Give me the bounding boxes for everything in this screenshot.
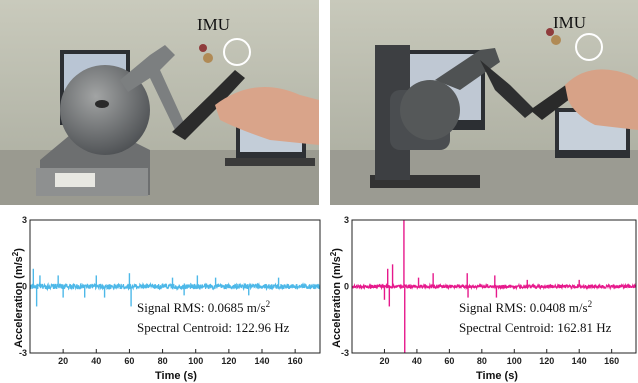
plot-frame-right [351,219,637,354]
y-tick-label-left: 0 [22,282,27,292]
imu-highlight-circle-left [223,38,251,66]
x-tick-label-right: 20 [379,356,389,366]
x-tick-label-left: 140 [254,356,269,366]
x-tick-label-left: 20 [58,356,68,366]
x-tick-label-left: 80 [158,356,168,366]
imu-label-right: IMU [553,13,586,32]
imu-label-left: IMU [197,15,230,34]
x-tick-label-left: 160 [288,356,303,366]
photo-left-haptic-device: IMU [0,0,319,205]
x-ticks-left: 20 40 60 80 100 120 140 160 [58,349,303,366]
x-tick-label-left: 120 [221,356,236,366]
y-tick-label-right: -3 [341,348,349,358]
x-tick-label-right: 100 [507,356,522,366]
signal-rms-left: Signal RMS: 0.0685 m/s2 [137,299,270,315]
x-axis-label-left: Time (s) [155,370,197,382]
y-axis-label-left: Acceleration (m/s2) [11,248,25,348]
x-tick-label-right: 80 [477,356,487,366]
spectral-centroid-left: Spectral Centroid: 122.96 Hz [137,320,290,335]
x-ticks-right: 20 40 60 80 100 120 140 160 [379,349,619,366]
series-line-right [351,282,637,291]
series-line-left [29,281,321,292]
x-tick-label-left: 100 [188,356,203,366]
imu-highlight-circle-right [575,33,603,61]
x-tick-label-left: 60 [124,356,134,366]
acceleration-plots: Acceleration (m/s2) -3 0 3 20 40 60 80 100 120 1… [11,215,637,382]
x-tick-label-right: 60 [444,356,454,366]
y-tick-label-right: 0 [344,282,349,292]
y-tick-label-left: 3 [22,215,27,225]
plot-frame-left [29,219,321,354]
photo-left-illustration: IMU [0,0,319,205]
spectral-centroid-right: Spectral Centroid: 162.81 Hz [459,320,612,335]
x-tick-label-right: 140 [572,356,587,366]
acceleration-chart-left: Acceleration (m/s2) -3 0 3 20 40 60 80 100 120 1… [11,215,321,382]
y-tick-label-left: -3 [19,348,27,358]
signal-rms-right: Signal RMS: 0.0408 m/s2 [459,299,592,315]
photo-right-illustration: IMU [330,0,638,205]
series-left [29,268,321,307]
x-axis-label-right: Time (s) [476,370,518,382]
y-tick-label-right: 3 [344,215,349,225]
x-tick-label-left: 40 [91,356,101,366]
x-tick-label-right: 120 [539,356,554,366]
y-axis-label-right: Acceleration (m/s2) [329,248,343,348]
acceleration-chart-right: Acceleration (m/s2) -3 0 3 20 40 60 80 100 120 1… [329,215,637,382]
x-tick-label-right: 160 [604,356,619,366]
photo-right-haptic-device: IMU [330,0,638,205]
x-tick-label-right: 40 [412,356,422,366]
series-right [351,220,637,353]
